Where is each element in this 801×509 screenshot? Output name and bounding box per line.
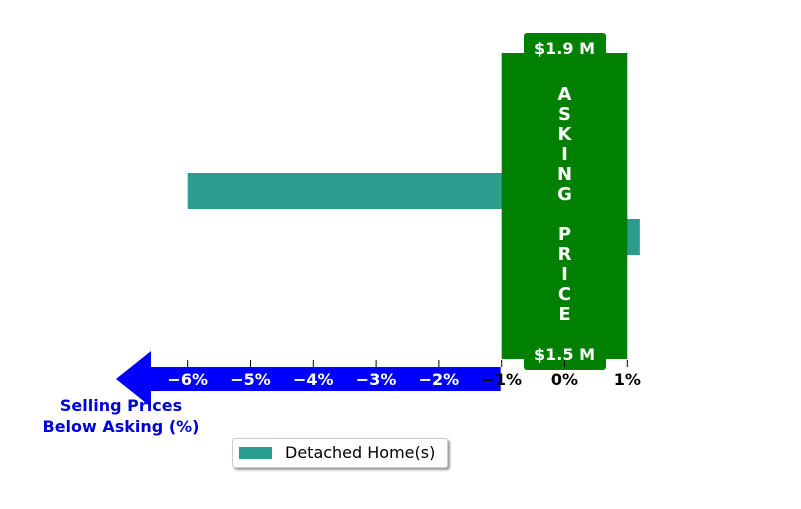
- asking-price-letter-3: K: [558, 124, 573, 145]
- x-tick-label: 1%: [614, 370, 641, 389]
- asking-price-letter-2: S: [558, 104, 571, 125]
- x-tick-label: 0%: [551, 370, 578, 389]
- legend-swatch-detached-homes: [239, 447, 272, 459]
- x-tick-label: −5%: [230, 370, 271, 389]
- asking-price-letter-12: E: [558, 304, 570, 325]
- bottom-price-box: [524, 342, 606, 370]
- asking-price-letter-10: I: [561, 264, 568, 285]
- x-tick-label: −1%: [481, 370, 522, 389]
- x-tick-label: −2%: [419, 370, 460, 389]
- asking-price-letter-1: A: [558, 84, 572, 105]
- x-tick-label: −6%: [167, 370, 208, 389]
- x-tick-label: −4%: [293, 370, 334, 389]
- legend-label-detached-homes: Detached Home(s): [285, 443, 436, 462]
- asking-price-letter-8: P: [558, 224, 571, 245]
- top-price-box: [524, 33, 606, 59]
- asking-price-letter-11: C: [558, 284, 571, 305]
- x-axis-caption-line-1: Selling Prices: [60, 396, 182, 415]
- asking-price-letter-4: I: [561, 144, 568, 165]
- asking-price-letter-9: R: [558, 244, 572, 265]
- bottom-price-label: $1.5 M: [534, 345, 595, 364]
- legend: Detached Home(s): [232, 438, 448, 468]
- bar-detached-homes-1: [187, 173, 565, 209]
- x-tick-label: −3%: [356, 370, 397, 389]
- asking-price-letter-5: N: [557, 164, 572, 185]
- x-axis-caption-line-2: Below Asking (%): [43, 417, 200, 436]
- asking-price-letter-6: G: [557, 184, 572, 205]
- below-asking-arrow: [116, 351, 501, 407]
- asking-price-band: [501, 53, 628, 359]
- top-price-label: $1.9 M: [534, 39, 595, 58]
